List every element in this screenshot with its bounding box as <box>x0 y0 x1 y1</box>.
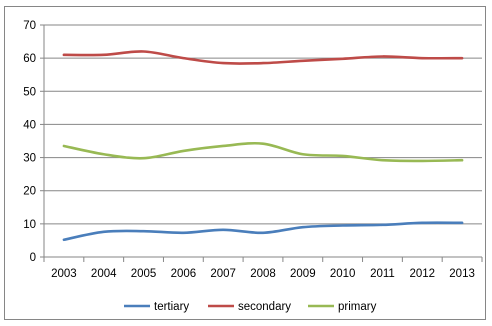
x-tick-label: 2011 <box>370 268 395 280</box>
legend-item-secondary: secondary <box>208 301 291 313</box>
y-tick-label: 70 <box>23 20 36 32</box>
y-tick-label: 40 <box>23 119 36 131</box>
y-tick-label: 0 <box>30 252 36 264</box>
x-tick-label: 2004 <box>91 268 117 280</box>
x-tick-label: 2003 <box>51 268 77 280</box>
x-tick-label: 2013 <box>449 268 475 280</box>
y-tick-label: 50 <box>23 86 36 98</box>
x-tick-label: 2009 <box>290 268 316 280</box>
x-tick-label: 2007 <box>210 268 236 280</box>
series-line-primary <box>62 141 464 163</box>
y-tick-labels: 0 10 20 30 40 50 60 70 <box>23 20 36 264</box>
x-tick-label: 2006 <box>171 268 197 280</box>
legend: tertiary secondary primary <box>124 301 377 313</box>
y-tick-label: 60 <box>23 53 36 65</box>
legend-item-tertiary: tertiary <box>124 301 189 313</box>
legend-label: tertiary <box>154 301 189 313</box>
x-tick-labels: 2003 2004 2005 2006 2007 2008 2009 2010 2011 2012… <box>51 268 475 280</box>
series-line-tertiary <box>62 221 464 242</box>
x-tick-label: 2005 <box>131 268 157 280</box>
x-tick-label: 2010 <box>330 268 356 280</box>
legend-item-primary: primary <box>308 301 377 313</box>
y-tick-label: 10 <box>23 219 36 231</box>
legend-label: secondary <box>238 301 291 313</box>
legend-label: primary <box>338 301 377 313</box>
axes <box>40 24 483 262</box>
x-tick-label: 2008 <box>250 268 276 280</box>
y-tick-label: 30 <box>23 153 36 165</box>
x-tick-label: 2012 <box>409 268 435 280</box>
y-tick-label: 20 <box>23 186 36 198</box>
series-line-secondary <box>62 50 464 65</box>
series-lines <box>62 50 464 242</box>
